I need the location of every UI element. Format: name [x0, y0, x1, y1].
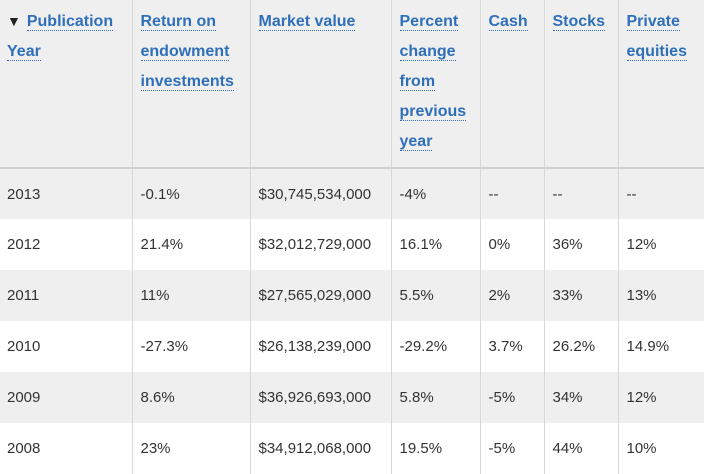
column-header-link[interactable]: Stocks [552, 13, 605, 31]
cell-private-equities: 13% [618, 270, 704, 321]
cell-percent-change: -4% [391, 168, 481, 219]
sort-descending-icon[interactable]: ▼ [7, 13, 21, 29]
cell-return: -27.3% [132, 321, 251, 372]
cell-return: 23% [132, 423, 251, 474]
table-row: 2013 -0.1% $30,745,534,000 -4% -- -- -- [0, 168, 704, 219]
cell-cash: 0% [480, 219, 545, 270]
column-header-link[interactable]: Publication Year [7, 13, 114, 61]
cell-stocks: 26.2% [544, 321, 619, 372]
cell-percent-change: -29.2% [391, 321, 481, 372]
cell-private-equities: 14.9% [618, 321, 704, 372]
cell-percent-change: 5.8% [391, 372, 481, 423]
table-row: 2011 11% $27,565,029,000 5.5% 2% 33% 13% [0, 270, 704, 321]
cell-market-value: $34,912,068,000 [250, 423, 392, 474]
cell-year: 2012 [0, 219, 133, 270]
table-body: 2013 -0.1% $30,745,534,000 -4% -- -- -- … [0, 168, 704, 474]
table-row: 2010 -27.3% $26,138,239,000 -29.2% 3.7% … [0, 321, 704, 372]
cell-private-equities: 12% [618, 372, 704, 423]
column-header-cash[interactable]: Cash [480, 0, 545, 169]
cell-return: 8.6% [132, 372, 251, 423]
cell-market-value: $27,565,029,000 [250, 270, 392, 321]
cell-stocks: 33% [544, 270, 619, 321]
cell-stocks: 36% [544, 219, 619, 270]
cell-stocks: 34% [544, 372, 619, 423]
column-header-link[interactable]: Private equities [626, 13, 687, 61]
column-header-link[interactable]: Market value [258, 13, 356, 31]
header-row: ▼ Publication Year Return on endowment in… [0, 0, 704, 169]
column-header-stocks[interactable]: Stocks [544, 0, 619, 169]
table-row: 2008 23% $34,912,068,000 19.5% -5% 44% 1… [0, 423, 704, 474]
table-row: 2009 8.6% $36,926,693,000 5.8% -5% 34% 1… [0, 372, 704, 423]
cell-year: 2008 [0, 423, 133, 474]
cell-private-equities: -- [618, 168, 704, 219]
cell-cash: -- [480, 168, 545, 219]
cell-percent-change: 19.5% [391, 423, 481, 474]
column-header-publication-year[interactable]: ▼ Publication Year [0, 0, 133, 169]
cell-year: 2009 [0, 372, 133, 423]
cell-cash: 2% [480, 270, 545, 321]
cell-stocks: -- [544, 168, 619, 219]
column-header-private-equities[interactable]: Private equities [618, 0, 704, 169]
cell-return: 11% [132, 270, 251, 321]
cell-return: -0.1% [132, 168, 251, 219]
column-header-percent-change[interactable]: Percent change from previous year [391, 0, 481, 169]
cell-year: 2010 [0, 321, 133, 372]
cell-private-equities: 10% [618, 423, 704, 474]
cell-percent-change: 5.5% [391, 270, 481, 321]
cell-market-value: $30,745,534,000 [250, 168, 392, 219]
cell-market-value: $36,926,693,000 [250, 372, 392, 423]
cell-stocks: 44% [544, 423, 619, 474]
cell-cash: 3.7% [480, 321, 545, 372]
cell-percent-change: 16.1% [391, 219, 481, 270]
cell-year: 2011 [0, 270, 133, 321]
column-header-return[interactable]: Return on endowment investments [132, 0, 251, 169]
cell-market-value: $32,012,729,000 [250, 219, 392, 270]
table-header: ▼ Publication Year Return on endowment in… [0, 0, 704, 169]
column-header-link[interactable]: Return on endowment investments [140, 13, 234, 91]
column-header-market-value[interactable]: Market value [250, 0, 392, 169]
column-header-link[interactable]: Percent change from previous year [399, 13, 467, 151]
cell-market-value: $26,138,239,000 [250, 321, 392, 372]
cell-return: 21.4% [132, 219, 251, 270]
column-header-link[interactable]: Cash [488, 13, 528, 31]
table-row: 2012 21.4% $32,012,729,000 16.1% 0% 36% … [0, 219, 704, 270]
cell-cash: -5% [480, 372, 545, 423]
cell-private-equities: 12% [618, 219, 704, 270]
cell-cash: -5% [480, 423, 545, 474]
cell-year: 2013 [0, 168, 133, 219]
